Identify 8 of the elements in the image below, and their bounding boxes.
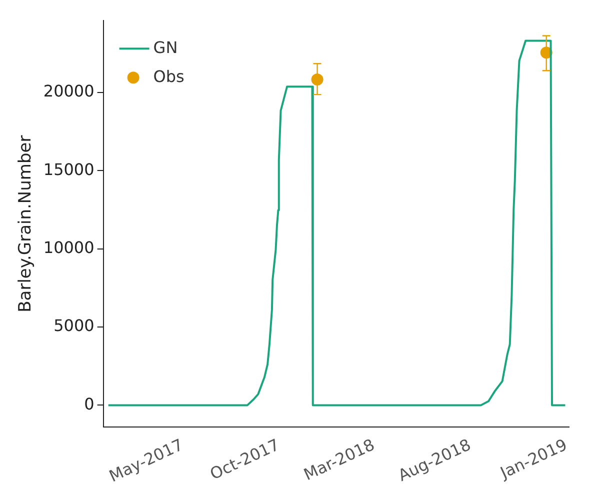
y-axis-title: Barley.Grain.Number	[16, 135, 36, 312]
y-tick-label: 0	[84, 394, 94, 414]
y-tick-label: 15000	[43, 160, 94, 179]
legend-label: GN	[153, 38, 178, 57]
legend-label: Obs	[153, 66, 184, 86]
y-tick-label: 10000	[43, 238, 94, 258]
y-tick-label: 20000	[43, 82, 94, 101]
y-tick-label: 5000	[54, 316, 94, 336]
